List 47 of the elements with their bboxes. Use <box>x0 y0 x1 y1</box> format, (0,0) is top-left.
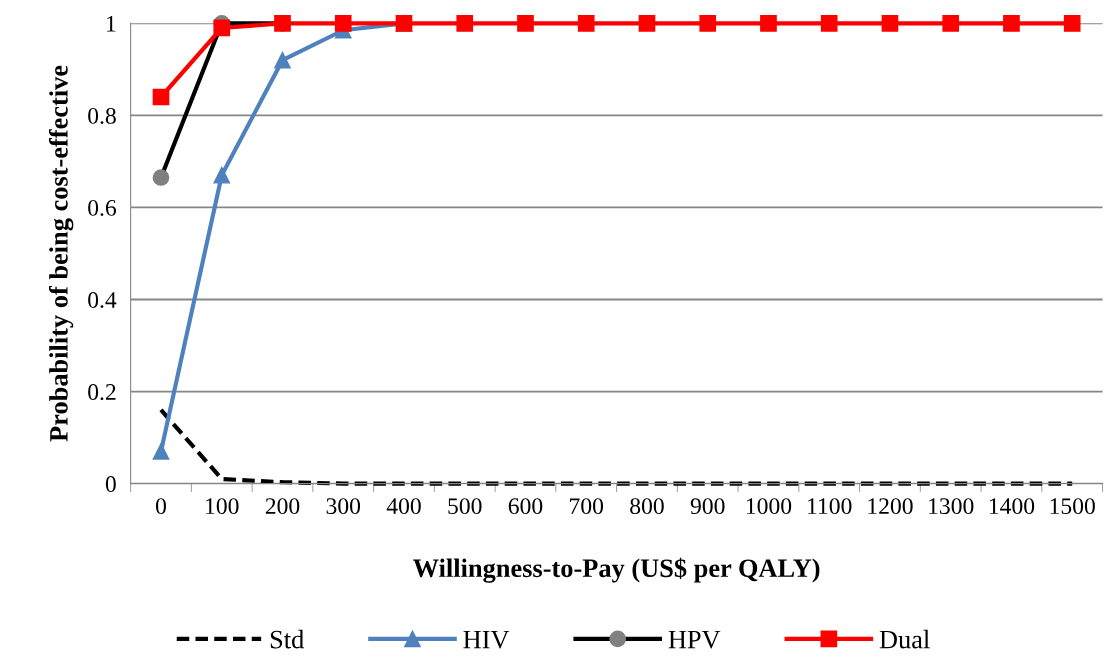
line-series <box>158 407 1075 486</box>
point <box>881 15 899 32</box>
y-tick-label: 1 <box>107 15 116 32</box>
point <box>942 15 960 32</box>
x-tick-label: 300 <box>326 498 361 515</box>
x-tick-label: 900 <box>690 498 725 515</box>
point <box>213 19 231 37</box>
x-tick-label: 1400 <box>989 498 1035 515</box>
legend-label: Dual <box>879 629 930 649</box>
point <box>274 51 291 69</box>
x-tick-label: 700 <box>570 498 604 515</box>
point <box>334 15 352 32</box>
point <box>577 15 595 32</box>
point <box>1063 15 1081 32</box>
x-tick-label: 1300 <box>929 498 974 515</box>
x-tick-label: 500 <box>448 498 482 515</box>
legend-label: HPV <box>668 630 721 649</box>
x-tick-label: 1200 <box>868 498 913 515</box>
point <box>152 88 170 106</box>
point <box>699 15 717 32</box>
y-axis-title: Probability of being cost-effective <box>48 65 74 442</box>
y-tick-label: 0.2 <box>88 384 116 401</box>
point <box>152 169 170 186</box>
x-tick-label: 400 <box>386 498 421 515</box>
legend-label: HIV <box>463 630 510 649</box>
y-tick-label: 0.8 <box>88 107 116 124</box>
y-tick-label: 0.6 <box>88 199 117 216</box>
x-tick-label: 600 <box>508 498 543 515</box>
point <box>517 15 534 32</box>
legend-label: Std <box>270 629 304 649</box>
x-tick-label: 1000 <box>746 498 792 515</box>
x-tick-label: 100 <box>206 498 239 515</box>
point <box>1003 15 1020 32</box>
x-axis-title: Willingness-to-Pay (US$ per QALY) <box>413 557 820 583</box>
point <box>456 15 474 32</box>
point <box>152 443 170 460</box>
y-tick-label: 0.4 <box>88 291 117 309</box>
x-tick-label: 0 <box>156 498 166 515</box>
point <box>638 15 656 32</box>
x-tick-label: 800 <box>630 498 664 515</box>
point <box>213 166 231 184</box>
point <box>760 15 777 32</box>
x-tick-label: 1500 <box>1050 498 1095 515</box>
x-tick-label: 200 <box>265 498 300 515</box>
y-tick-label: 0 <box>105 476 116 492</box>
point <box>820 15 838 32</box>
x-tick-label: 1100 <box>808 498 852 515</box>
